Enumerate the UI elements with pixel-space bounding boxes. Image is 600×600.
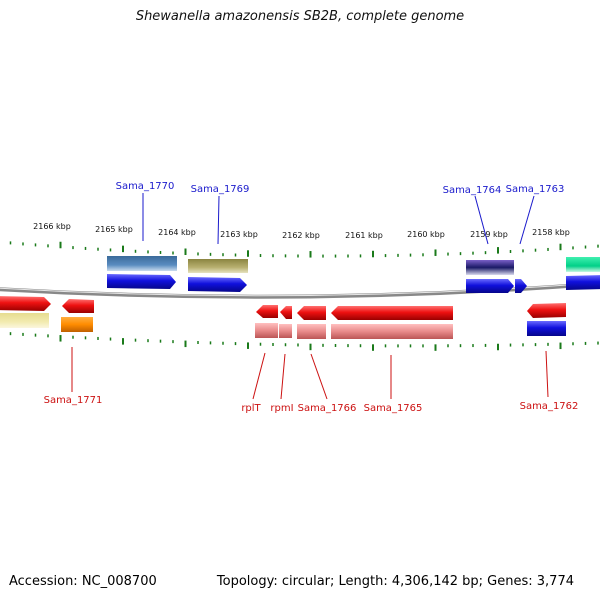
kbp-label: 2158 kbp (532, 228, 570, 237)
genome-backbone-highlight (0, 282, 600, 297)
gene-feature-sama1771[interactable] (61, 317, 93, 332)
gene-labels-top: Sama_1770 Sama_1769 Sama_1764 Sama_1763 (116, 181, 565, 196)
kbp-label: 2162 kbp (282, 231, 320, 240)
gene-labels-bottom: Sama_1771 rplT rpmI Sama_1766 Sama_1765 … (44, 395, 579, 414)
gene-label-sama1762[interactable]: Sama_1762 (520, 401, 579, 412)
cds-arrow-sama1764[interactable] (466, 279, 514, 293)
cds-arrow-sama1766[interactable] (297, 306, 326, 320)
callout-line (310, 353, 328, 400)
cds-arrow-sama1771[interactable] (62, 299, 94, 313)
gene-feature-sama1769[interactable] (188, 259, 248, 273)
gene-label-sama1763[interactable]: Sama_1763 (506, 184, 565, 195)
cds-arrow-sama1765[interactable] (331, 306, 453, 320)
gene-feature-sama1766[interactable] (297, 324, 326, 339)
genome-backbone (0, 281, 600, 299)
forward-cds-track (107, 274, 600, 293)
gene-label-sama1771[interactable]: Sama_1771 (44, 395, 103, 406)
accession-text: Accession: NC_008700 (9, 574, 157, 589)
gene-feature-sama1764[interactable] (466, 260, 514, 275)
gene-label-sama1765[interactable]: Sama_1765 (364, 403, 423, 414)
gene-label-rpmi[interactable]: rpmI (270, 403, 293, 414)
cds-arrow-left-edge[interactable] (0, 296, 51, 311)
kbp-label: 2164 kbp (158, 228, 196, 237)
gene-feature-rplt[interactable] (255, 323, 278, 338)
kbp-label: 2165 kbp (95, 225, 133, 234)
kbp-labels: 2166 kbp 2165 kbp 2164 kbp 2163 kbp 2162… (33, 222, 570, 240)
kbp-label: 2163 kbp (220, 230, 258, 239)
cds-arrow-rplt[interactable] (256, 305, 278, 318)
reverse-feature-track (0, 313, 566, 339)
forward-feature-track (107, 256, 600, 275)
cds-arrow-sama1770[interactable] (107, 274, 176, 289)
genome-summary-text: Topology: circular; Length: 4,306,142 bp… (216, 574, 574, 589)
gene-feature-sama1762[interactable] (527, 321, 566, 336)
gene-feature-sama1765[interactable] (331, 324, 453, 339)
tick-scale-top (9, 241, 599, 258)
callout-line (217, 195, 220, 245)
label-callouts (71, 193, 549, 400)
callout-line (545, 350, 549, 398)
cds-arrow-right-edge[interactable] (566, 275, 600, 290)
callout-line (474, 195, 489, 245)
cds-arrow-rpmi[interactable] (280, 306, 292, 319)
callout-line (252, 352, 266, 400)
cds-arrow-sama1769[interactable] (188, 277, 247, 292)
callout-line (519, 195, 535, 245)
gene-label-sama1766[interactable]: Sama_1766 (298, 403, 357, 414)
gene-label-sama1769[interactable]: Sama_1769 (191, 184, 250, 195)
gene-label-sama1764[interactable]: Sama_1764 (443, 185, 502, 196)
gene-label-rplt[interactable]: rplT (241, 403, 261, 414)
cds-arrow-sama1763[interactable] (515, 279, 527, 293)
gene-feature-right-edge[interactable] (566, 257, 600, 272)
kbp-label: 2160 kbp (407, 230, 445, 239)
gene-feature-sama1770[interactable] (107, 256, 177, 271)
cds-arrow-sama1762[interactable] (527, 303, 566, 318)
gene-feature-left-edge[interactable] (0, 313, 49, 328)
genome-title: Shewanella amazonensis SB2B, complete ge… (135, 9, 465, 24)
kbp-label: 2166 kbp (33, 222, 71, 231)
tick-scale-bottom (9, 332, 599, 351)
kbp-label: 2161 kbp (345, 231, 383, 240)
gene-feature-rpmi[interactable] (279, 324, 292, 338)
callout-line (280, 353, 286, 400)
reverse-cds-track (0, 296, 566, 320)
gene-label-sama1770[interactable]: Sama_1770 (116, 181, 175, 192)
kbp-label: 2159 kbp (470, 230, 508, 239)
